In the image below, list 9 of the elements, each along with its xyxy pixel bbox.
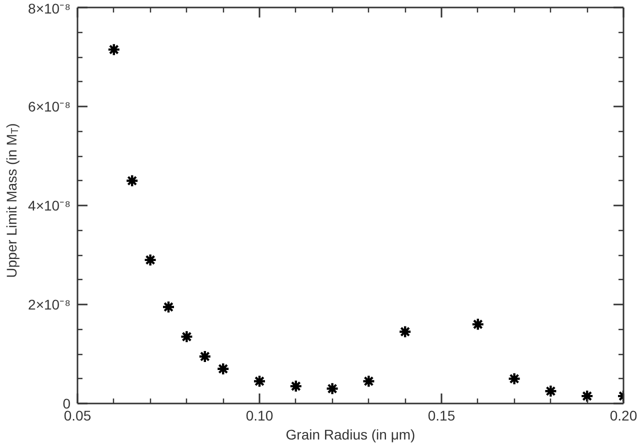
- y-tick-label: 4×10⁻⁸: [28, 198, 71, 214]
- x-tick-label: 0.15: [428, 408, 456, 424]
- x-tick-label: 0.20: [610, 408, 638, 424]
- x-axis-title: Grain Radius (in μm): [286, 426, 416, 442]
- y-tick-label: 2×10⁻⁸: [28, 296, 71, 312]
- y-axis-title: Upper Limit Mass (in MT): [4, 123, 21, 278]
- y-tick-label: 8×10⁻⁸: [28, 0, 71, 16]
- y-tick-label: 6×10⁻⁸: [28, 98, 71, 114]
- x-tick-label: 0.10: [246, 408, 274, 424]
